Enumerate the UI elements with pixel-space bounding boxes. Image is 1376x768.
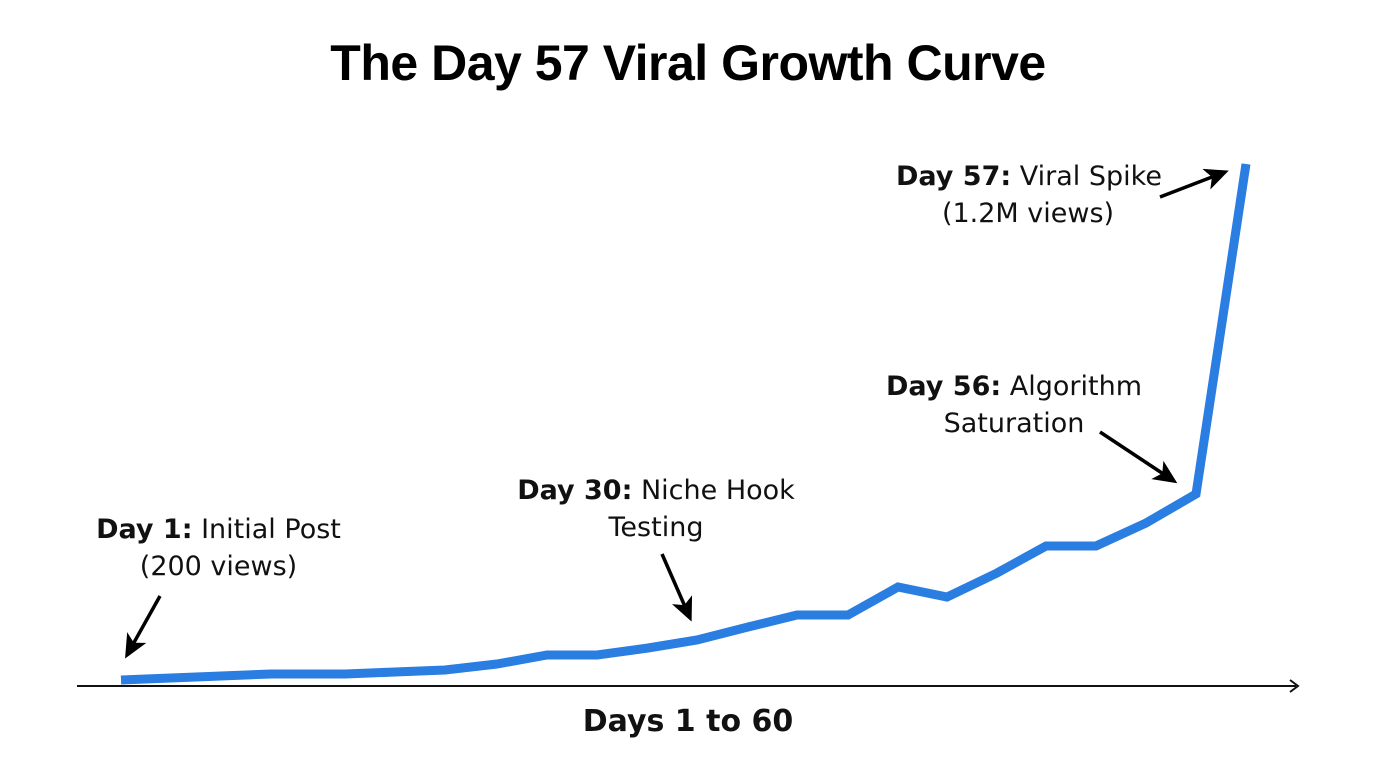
annotation-day57-line2: (1.2M views) <box>941 198 1115 229</box>
annotation-day56-line2: Saturation <box>943 408 1085 439</box>
annotation-day30: Day 30: Niche Hook Testing <box>516 472 796 546</box>
annotation-day56-text: Algorithm <box>1009 371 1142 402</box>
annotation-day1: Day 1: Initial Post (200 views) <box>96 511 341 585</box>
x-axis <box>77 679 1300 693</box>
arrow-icon-day30 <box>660 553 693 622</box>
annotation-day56-bold: Day 56: <box>886 371 1002 402</box>
arrow-icon-day57 <box>1159 168 1229 199</box>
arrow-icon-day1 <box>125 595 162 659</box>
annotation-day57-text: Viral Spike <box>1019 161 1162 192</box>
chart-title: The Day 57 Viral Growth Curve <box>330 35 1046 91</box>
annotation-day30-line2: Testing <box>608 512 704 543</box>
annotation-day57-bold: Day 57: <box>896 161 1012 192</box>
annotation-day30-text: Niche Hook <box>640 475 795 506</box>
growth-line <box>120 163 1251 685</box>
annotation-day57: Day 57: Viral Spike (1.2M views) <box>896 158 1162 232</box>
annotation-day1-bold: Day 1: <box>96 514 193 545</box>
axis-arrow-icon <box>1289 679 1300 693</box>
annotation-day30-bold: Day 30: <box>517 475 633 506</box>
x-axis-label: Days 1 to 60 <box>582 704 794 739</box>
annotation-day1-text: Initial Post <box>201 514 341 545</box>
arrow-icon-day56 <box>1099 430 1178 484</box>
annotation-day1-line2: (200 views) <box>139 551 298 582</box>
annotation-day56: Day 56: Algorithm Saturation <box>886 368 1142 442</box>
